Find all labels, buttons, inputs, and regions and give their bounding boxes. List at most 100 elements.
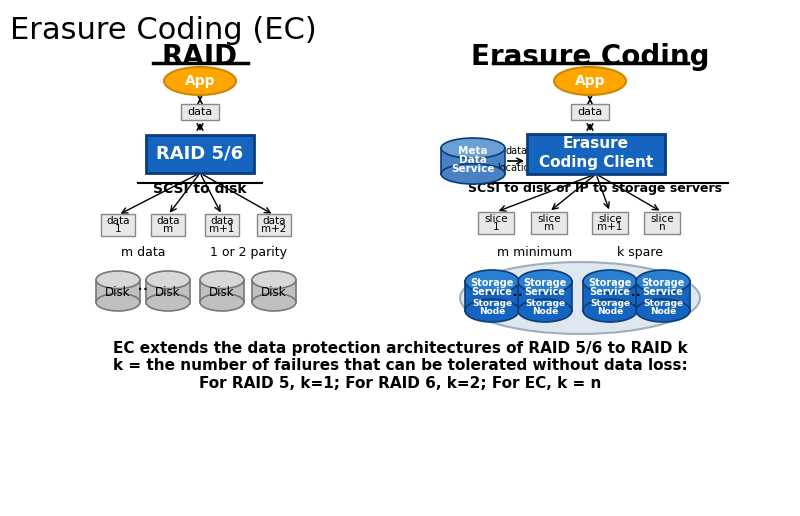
Ellipse shape [441,164,505,184]
Ellipse shape [636,270,690,293]
Text: SCSI to disk or IP to storage servers: SCSI to disk or IP to storage servers [468,182,722,195]
Text: m+1: m+1 [598,221,622,232]
Text: k = the number of failures that can be tolerated without data loss:: k = the number of failures that can be t… [113,359,687,374]
Text: ··: ·· [137,282,150,300]
Ellipse shape [518,270,572,293]
Text: Node: Node [532,307,558,315]
Text: Storage: Storage [525,298,565,308]
FancyBboxPatch shape [531,212,567,234]
Text: App: App [574,74,606,88]
Text: Data: Data [459,155,487,165]
Ellipse shape [465,270,519,293]
FancyBboxPatch shape [101,214,135,236]
FancyBboxPatch shape [181,104,219,120]
Text: data: data [578,107,602,117]
Text: RAID: RAID [162,43,238,71]
Polygon shape [146,280,190,302]
Text: 1 or 2 parity: 1 or 2 parity [210,246,286,259]
Text: Service: Service [525,287,566,297]
Text: For RAID 5, k=1; For RAID 6, k=2; For EC, k = n: For RAID 5, k=1; For RAID 6, k=2; For EC… [199,377,601,392]
Text: data: data [262,217,286,227]
FancyBboxPatch shape [146,135,254,173]
Ellipse shape [465,299,519,322]
Text: Storage: Storage [472,298,512,308]
Text: Disk: Disk [106,286,130,299]
Ellipse shape [164,67,236,95]
Text: Storage: Storage [470,278,514,288]
Ellipse shape [200,271,244,288]
Ellipse shape [146,271,190,288]
Ellipse shape [636,299,690,322]
Text: m: m [163,223,173,234]
Text: Service: Service [590,287,630,297]
Text: k spare: k spare [617,246,663,259]
Text: slice: slice [537,215,561,224]
Text: m: m [544,221,554,232]
Polygon shape [96,280,140,302]
Ellipse shape [146,294,190,311]
Text: Disk: Disk [210,286,234,299]
Text: m+1: m+1 [210,223,234,234]
Text: Disk: Disk [155,286,181,299]
Polygon shape [583,281,637,311]
Ellipse shape [583,299,637,322]
Text: m+2: m+2 [262,223,286,234]
Text: ··: ·· [630,286,642,305]
Text: slice: slice [650,215,674,224]
Text: App: App [185,74,215,88]
Text: Erasure
Coding Client: Erasure Coding Client [539,136,653,170]
Text: ··: ·· [512,286,524,305]
Ellipse shape [200,294,244,311]
Text: m minimum: m minimum [498,246,573,259]
Text: Service: Service [642,287,683,297]
Ellipse shape [554,67,626,95]
Ellipse shape [252,271,296,288]
Ellipse shape [252,294,296,311]
Text: Storage: Storage [642,278,685,288]
Polygon shape [465,281,519,311]
Text: Storage: Storage [523,278,566,288]
Ellipse shape [96,271,140,288]
Text: Node: Node [650,307,676,315]
Text: Storage: Storage [588,278,632,288]
Text: data: data [210,217,234,227]
Polygon shape [200,280,244,302]
Text: 1: 1 [114,223,122,234]
Text: Storage: Storage [643,298,683,308]
Text: SCSI to disk: SCSI to disk [154,182,246,196]
Polygon shape [518,281,572,311]
FancyBboxPatch shape [527,134,665,174]
FancyBboxPatch shape [592,212,628,234]
Text: n: n [658,221,666,232]
Ellipse shape [441,138,505,158]
Polygon shape [441,148,505,174]
Text: slice: slice [484,215,508,224]
Text: Meta: Meta [458,146,488,156]
Text: slice: slice [598,215,622,224]
Ellipse shape [460,262,700,334]
FancyBboxPatch shape [478,212,514,234]
Polygon shape [252,280,296,302]
FancyBboxPatch shape [151,214,185,236]
Ellipse shape [518,299,572,322]
Text: data: data [505,146,527,156]
Text: data: data [106,217,130,227]
Text: Erasure Coding (EC): Erasure Coding (EC) [10,16,317,45]
Text: m data: m data [121,246,166,259]
FancyBboxPatch shape [257,214,291,236]
Polygon shape [636,281,690,311]
Ellipse shape [583,270,637,293]
Text: data: data [156,217,180,227]
Text: data: data [187,107,213,117]
FancyBboxPatch shape [644,212,680,234]
Text: 1: 1 [493,221,499,232]
Text: Disk: Disk [262,286,286,299]
Text: Erasure Coding: Erasure Coding [470,43,710,71]
Text: Service: Service [451,164,494,174]
Text: Storage: Storage [590,298,630,308]
Ellipse shape [96,294,140,311]
Text: EC extends the data protection architectures of RAID 5/6 to RAID k: EC extends the data protection architect… [113,341,687,356]
Text: RAID 5/6: RAID 5/6 [157,145,243,163]
Text: location: location [497,163,535,173]
Text: Service: Service [471,287,513,297]
